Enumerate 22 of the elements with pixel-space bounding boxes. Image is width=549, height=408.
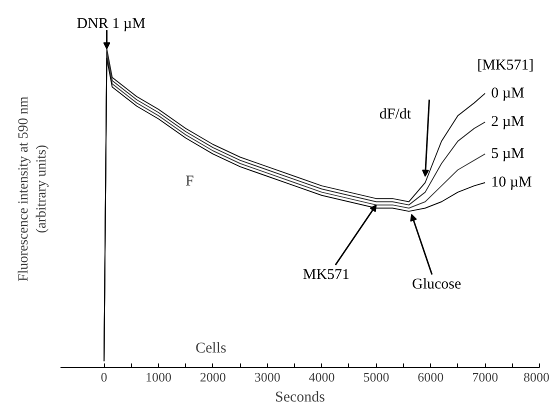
- x-tick-label: 4000: [308, 370, 335, 384]
- y-axis-title: Fluorescence intensity at 590 nm (arbitrary units): [16, 96, 50, 282]
- legend-title: [MK571]: [477, 57, 534, 74]
- annotation: Glucose: [412, 276, 462, 292]
- x-tick-label: 1000: [145, 370, 172, 384]
- annotation: dF/dt: [379, 106, 412, 122]
- x-tick-label: 8000: [524, 370, 549, 384]
- annotation: Cells: [196, 340, 226, 356]
- x-tick-label: 0: [100, 370, 108, 384]
- x-tick-label: 6000: [418, 370, 444, 384]
- series-label: 2 µM: [491, 114, 524, 130]
- series-label: 0 µM: [491, 85, 524, 102]
- annotation: MK571: [302, 266, 350, 283]
- x-axis-title: Seconds: [275, 390, 326, 406]
- annotation: F: [186, 174, 194, 190]
- x-tick-label: 2000: [200, 370, 226, 384]
- x-tick-label: 3000: [254, 370, 280, 384]
- series-label: 5 µM: [491, 146, 524, 162]
- annotation: DNR 1 µM: [76, 16, 146, 32]
- series-label: 10 µM: [491, 174, 532, 191]
- x-tick-label: 7000: [472, 370, 498, 384]
- x-tick-label: 5000: [363, 370, 390, 384]
